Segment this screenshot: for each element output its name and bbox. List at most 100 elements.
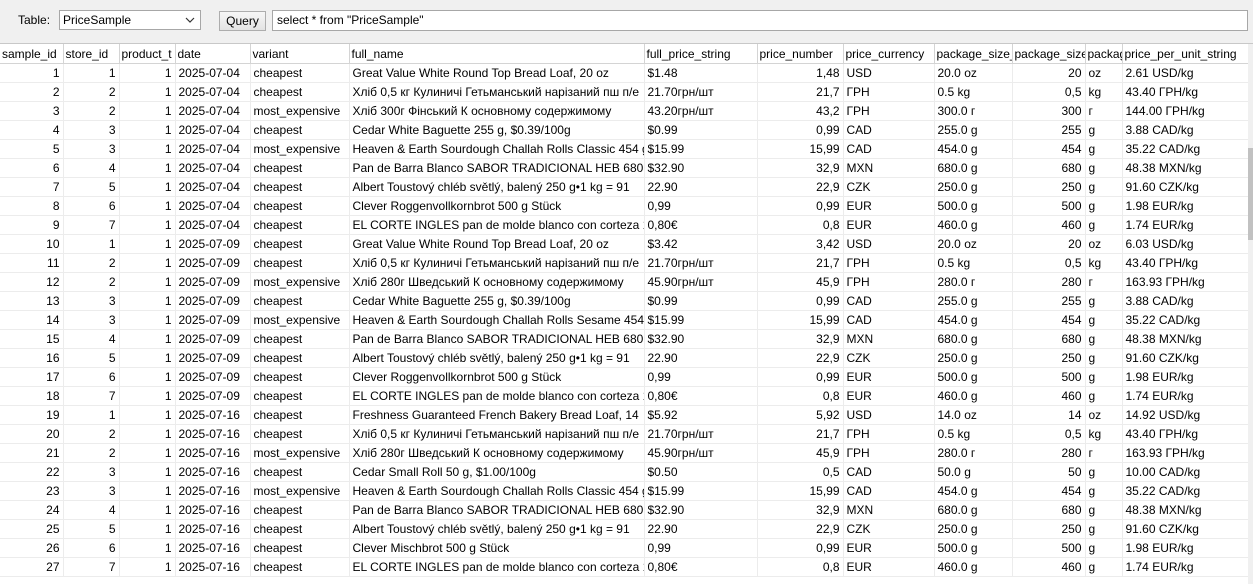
table-row[interactable]: 18 7 1 2025-07-09 cheapest EL CORTE INGLES pa… [0,386,1248,406]
table-cell[interactable]: Heaven & Earth Sourdough Challah Rolls C… [349,481,645,501]
table-cell[interactable]: Albert Toustový chléb světlý, balený 250… [349,348,645,368]
table-cell[interactable]: 1 [119,234,176,254]
table-row[interactable]: 22 3 1 2025-07-16 cheapest Cedar Small Roll 5… [0,462,1248,482]
table-cell[interactable]: 45.90грн/шт [644,272,758,292]
table-cell[interactable]: 255 [1012,291,1086,311]
table-cell[interactable]: 300.0 г [934,101,1013,121]
table-cell[interactable]: kg [1085,424,1123,444]
table-cell[interactable]: ГРН [843,253,935,273]
table-cell[interactable]: 300 [1012,101,1086,121]
table-cell[interactable]: Great Value White Round Top Bread Loaf, … [349,63,645,83]
table-cell[interactable]: EL CORTE INGLES pan de molde blanco con … [349,557,645,577]
table-cell[interactable]: г [1085,443,1123,463]
table-cell[interactable]: g [1085,367,1123,387]
table-cell[interactable]: 1,48 [757,63,844,83]
table-cell[interactable]: 1 [119,272,176,292]
table-cell[interactable]: 24 [0,500,64,520]
table-cell[interactable]: 0,8 [757,386,844,406]
table-cell[interactable]: oz [1085,63,1123,83]
table-cell[interactable]: 4 [0,120,64,140]
table-row[interactable]: 7 5 1 2025-07-04 cheapest Albert Toustový chl… [0,177,1248,197]
table-cell[interactable]: kg [1085,253,1123,273]
table-cell[interactable]: 48.38 MXN/kg [1122,500,1248,520]
table-cell[interactable]: 2025-07-16 [175,405,251,425]
table-cell[interactable]: cheapest [250,215,350,235]
table-cell[interactable]: $32.90 [644,329,758,349]
table-cell[interactable]: 21.70грн/шт [644,82,758,102]
table-cell[interactable]: 2 [63,443,120,463]
table-cell[interactable]: 2025-07-09 [175,348,251,368]
table-cell[interactable]: 3 [0,101,64,121]
table-cell[interactable]: 2025-07-16 [175,462,251,482]
table-cell[interactable]: 1.74 EUR/kg [1122,215,1248,235]
table-cell[interactable]: EUR [843,538,935,558]
table-cell[interactable]: 43.40 ГРН/kg [1122,82,1248,102]
table-cell[interactable]: 6.03 USD/kg [1122,234,1248,254]
table-cell[interactable]: 43.40 ГРН/kg [1122,424,1248,444]
table-cell[interactable]: г [1085,272,1123,292]
table-cell[interactable]: 20.0 oz [934,63,1013,83]
table-cell[interactable]: 5 [63,177,120,197]
table-cell[interactable]: 1.98 EUR/kg [1122,538,1248,558]
table-cell[interactable]: 50.0 g [934,462,1013,482]
table-cell[interactable]: Albert Toustový chléb světlý, balený 250… [349,177,645,197]
table-row[interactable]: 20 2 1 2025-07-16 cheapest Хліб 0,5 кг Кулини… [0,424,1248,444]
table-row[interactable]: 12 2 1 2025-07-09 most_expensive Хліб 280г Шв… [0,272,1248,292]
table-cell[interactable]: 460.0 g [934,215,1013,235]
table-row[interactable]: 26 6 1 2025-07-16 cheapest Clever Mischbrot 5… [0,538,1248,558]
table-cell[interactable]: 1 [119,120,176,140]
table-cell[interactable]: 20.0 oz [934,234,1013,254]
column-header[interactable]: sample_id [0,44,64,64]
table-cell[interactable]: 1 [119,101,176,121]
table-cell[interactable]: EUR [843,367,935,387]
table-cell[interactable]: 0,5 [1012,82,1086,102]
scrollbar-thumb[interactable] [1248,148,1253,240]
table-cell[interactable]: cheapest [250,82,350,102]
table-cell[interactable]: 21,7 [757,82,844,102]
table-cell[interactable]: 1 [119,291,176,311]
table-cell[interactable]: 14.92 USD/kg [1122,405,1248,425]
table-cell[interactable]: EUR [843,196,935,216]
table-cell[interactable]: g [1085,120,1123,140]
table-cell[interactable]: 6 [63,538,120,558]
table-cell[interactable]: 2025-07-09 [175,291,251,311]
table-cell[interactable]: 3.88 CAD/kg [1122,120,1248,140]
table-cell[interactable]: 2025-07-16 [175,519,251,539]
table-cell[interactable]: 280.0 г [934,272,1013,292]
column-header[interactable]: price_number [757,44,844,64]
column-header[interactable]: variant [250,44,350,64]
table-cell[interactable]: cheapest [250,234,350,254]
table-row[interactable]: 13 3 1 2025-07-09 cheapest Cedar White Baguet… [0,291,1248,311]
query-button[interactable]: Query [219,11,266,31]
table-cell[interactable]: $3.42 [644,234,758,254]
table-cell[interactable]: 2025-07-04 [175,196,251,216]
table-cell[interactable]: Albert Toustový chléb světlý, balený 250… [349,519,645,539]
table-cell[interactable]: 35.22 CAD/kg [1122,310,1248,330]
table-row[interactable]: 24 4 1 2025-07-16 cheapest Pan de Barra Blanc… [0,500,1248,520]
table-cell[interactable]: 2025-07-04 [175,177,251,197]
table-cell[interactable]: 2025-07-04 [175,158,251,178]
table-cell[interactable]: 3 [63,462,120,482]
table-cell[interactable]: 1 [119,462,176,482]
table-cell[interactable]: 1 [119,329,176,349]
table-cell[interactable]: ГРН [843,272,935,292]
table-cell[interactable]: $0.99 [644,120,758,140]
table-cell[interactable]: ГРН [843,101,935,121]
table-cell[interactable]: 460.0 g [934,386,1013,406]
table-cell[interactable]: EUR [843,557,935,577]
table-cell[interactable]: 7 [63,386,120,406]
column-header[interactable]: package_size [1012,44,1086,64]
table-cell[interactable]: g [1085,329,1123,349]
table-cell[interactable]: 91.60 CZK/kg [1122,348,1248,368]
table-cell[interactable]: ГРН [843,424,935,444]
table-cell[interactable]: Cedar White Baguette 255 g, $0.39/100g [349,291,645,311]
table-cell[interactable]: cheapest [250,177,350,197]
table-cell[interactable]: CZK [843,519,935,539]
table-cell[interactable]: 250.0 g [934,519,1013,539]
table-cell[interactable]: most_expensive [250,443,350,463]
table-cell[interactable]: 500.0 g [934,538,1013,558]
table-cell[interactable]: 4 [63,329,120,349]
table-cell[interactable]: EUR [843,386,935,406]
table-cell[interactable]: 20 [1012,63,1086,83]
table-cell[interactable]: 680.0 g [934,329,1013,349]
